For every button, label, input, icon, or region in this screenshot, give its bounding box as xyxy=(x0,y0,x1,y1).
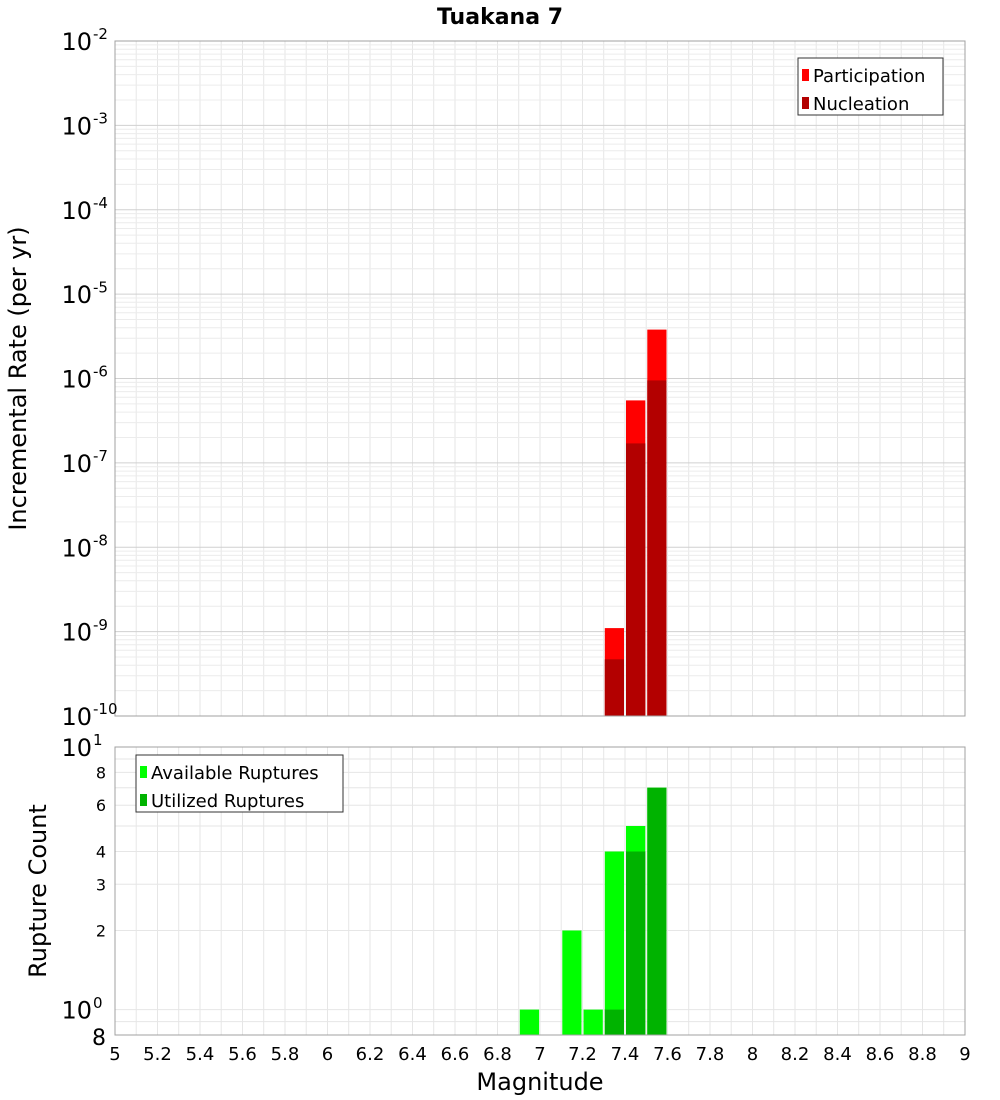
top-bars xyxy=(604,329,667,716)
x-tick-label: 7 xyxy=(534,1044,545,1065)
bar-utilized-ruptures xyxy=(626,851,646,1035)
x-tick-label: 7.8 xyxy=(696,1044,725,1065)
top-y-axis-title: Incremental Rate (per yr) xyxy=(4,226,32,530)
x-tick-label: 6.8 xyxy=(483,1044,512,1065)
bottom-y-tick-label-exponent: 0 xyxy=(93,994,103,1012)
bottom-legend: Available Ruptures Utilized Ruptures xyxy=(135,754,344,813)
bottom-y-tick-label: 4 xyxy=(96,842,106,861)
top-y-tick-label-base: 10 xyxy=(61,112,92,140)
bar-available-ruptures xyxy=(604,851,624,1035)
bottom-y-tick-label-base: 10 xyxy=(61,997,92,1025)
top-y-tick-label-base: 10 xyxy=(61,619,92,647)
x-tick-label: 6.4 xyxy=(398,1044,427,1065)
legend-swatch xyxy=(140,766,147,778)
bar-utilized-ruptures xyxy=(647,787,667,1035)
bar-available-ruptures xyxy=(562,930,582,1035)
bar-available-ruptures xyxy=(519,1009,540,1035)
x-tick-label: 6 xyxy=(322,1044,333,1065)
x-tick-label: 5.2 xyxy=(143,1044,172,1065)
bottom-y-tick-label: 3 xyxy=(96,875,106,894)
grid-lines xyxy=(114,41,966,1036)
top-y-tick-label-base: 10 xyxy=(61,703,92,731)
bottom-y-tick-label: 10 0 xyxy=(61,994,102,1025)
top-y-tick-label-exponent: -9 xyxy=(93,616,108,634)
legend-swatch xyxy=(802,69,809,81)
top-y-tick-label-exponent: -3 xyxy=(93,110,108,128)
x-tick-label: 7.6 xyxy=(653,1044,682,1065)
bottom-y-tick-label: 10 1 xyxy=(61,731,102,762)
bar-utilized-ruptures xyxy=(604,1009,624,1035)
x-tick-label: 8.6 xyxy=(866,1044,895,1065)
legend-label: Participation xyxy=(813,66,925,87)
top-y-tick-label: 10 -4 xyxy=(61,194,108,225)
top-y-tick-label-base: 10 xyxy=(61,366,92,394)
top-y-tick-label-base: 10 xyxy=(61,197,92,225)
legend-label: Available Ruptures xyxy=(151,763,319,784)
bottom-y-tick-label-base: 10 xyxy=(61,734,92,762)
top-y-tick-label-base: 10 xyxy=(61,450,92,478)
legend-swatch xyxy=(140,794,147,806)
bottom-bars xyxy=(519,787,667,1035)
top-y-tick-label: 10 -3 xyxy=(61,110,108,141)
legend-box xyxy=(135,754,344,813)
x-tick-label: 9 xyxy=(959,1044,970,1065)
bar-available-ruptures xyxy=(583,1009,603,1035)
top-y-tick-label: 10 -8 xyxy=(61,531,108,562)
top-y-tick-label-base: 10 xyxy=(61,534,92,562)
legend-label: Utilized Ruptures xyxy=(151,791,304,812)
x-tick-label: 6.6 xyxy=(441,1044,470,1065)
top-y-tick-label-base: 10 xyxy=(61,28,92,56)
top-y-tick-label-exponent: -8 xyxy=(93,531,108,549)
bar-nucleation xyxy=(626,443,646,716)
bar-nucleation xyxy=(604,659,624,716)
x-tick-label: 8.8 xyxy=(908,1044,937,1065)
bottom-plot-border xyxy=(114,746,966,1036)
x-tick-label: 5.8 xyxy=(271,1044,300,1065)
x-tick-label: 7.4 xyxy=(611,1044,640,1065)
legend-label: Nucleation xyxy=(813,94,909,115)
bottom-y-tick-label: 2 xyxy=(96,922,106,941)
top-y-tick-label: 10 -10 xyxy=(61,700,117,731)
bottom-y-axis-title: Rupture Count xyxy=(24,804,52,978)
x-tick-label: 8.2 xyxy=(781,1044,810,1065)
top-y-tick-label: 10 -2 xyxy=(61,25,108,56)
x-tick-label: 8.4 xyxy=(823,1044,852,1065)
bottom-y-tick-label: 6 xyxy=(96,796,106,815)
x-tick-label: 7.2 xyxy=(568,1044,597,1065)
x-axis-title: Magnitude xyxy=(476,1068,603,1096)
top-y-tick-label-exponent: -2 xyxy=(93,25,108,43)
top-y-tick-label: 10 -5 xyxy=(61,278,108,309)
bottom-y-tick-label: 8 xyxy=(96,763,106,782)
top-legend: Participation Nucleation xyxy=(797,57,944,116)
top-y-tick-label-exponent: -5 xyxy=(93,278,108,296)
legend-box xyxy=(797,57,944,116)
top-y-tick-label-exponent: -6 xyxy=(93,363,108,381)
top-y-tick-label: 10 -9 xyxy=(61,616,108,647)
top-y-tick-label-exponent: -4 xyxy=(93,194,108,212)
legend-swatch xyxy=(802,97,809,109)
bar-nucleation xyxy=(647,380,667,716)
top-y-tick-label-exponent: -7 xyxy=(93,447,108,465)
top-y-tick-label-exponent: -10 xyxy=(93,700,118,718)
bottom-y-tick-label: 8 xyxy=(92,1026,106,1051)
chart-title: Tuakana 7 xyxy=(437,5,563,30)
x-tick-label: 8 xyxy=(747,1044,758,1065)
bottom-y-tick-label-exponent: 1 xyxy=(93,731,103,749)
x-tick-label: 5.4 xyxy=(186,1044,215,1065)
top-y-tick-label-base: 10 xyxy=(61,281,92,309)
top-y-tick-label: 10 -7 xyxy=(61,447,108,478)
x-tick-label: 5.6 xyxy=(228,1044,257,1065)
top-plot-border xyxy=(114,40,966,717)
top-y-tick-label: 10 -6 xyxy=(61,363,108,394)
x-tick-label: 5 xyxy=(109,1044,120,1065)
x-tick-label: 6.2 xyxy=(356,1044,385,1065)
